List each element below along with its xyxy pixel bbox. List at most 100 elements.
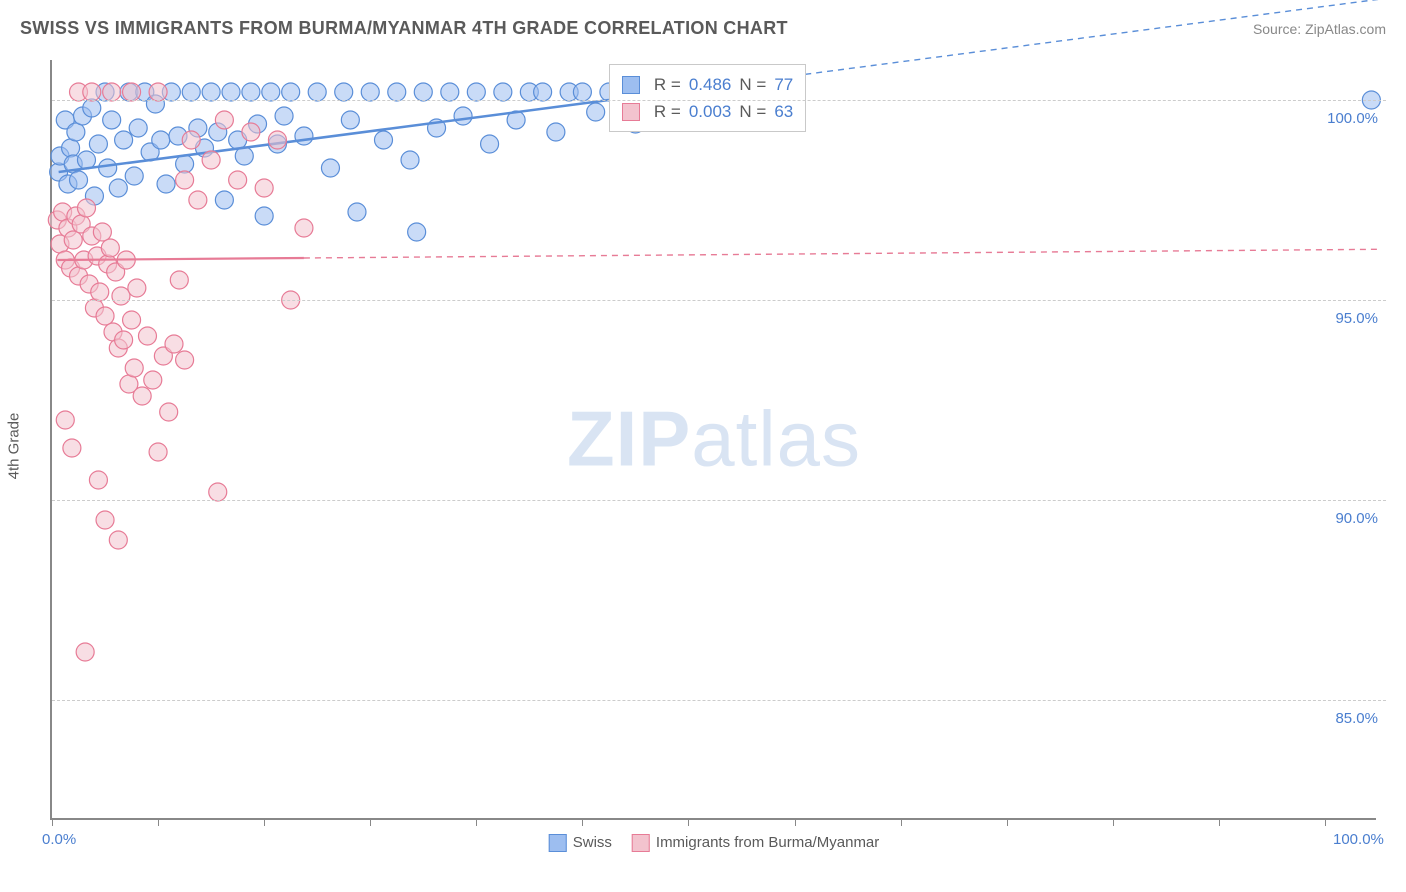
data-point xyxy=(138,327,156,345)
x-tick xyxy=(1113,818,1114,826)
data-point xyxy=(112,287,130,305)
gridline-h xyxy=(52,100,1386,101)
data-point xyxy=(125,167,143,185)
r-label: R = xyxy=(654,98,681,125)
data-point xyxy=(215,111,233,129)
stats-legend-row: R = 0.003 N = 63 xyxy=(622,98,793,125)
data-point xyxy=(182,131,200,149)
data-point xyxy=(91,283,109,301)
data-point xyxy=(89,471,107,489)
x-tick-label: 100.0% xyxy=(1333,831,1384,848)
legend-swatch xyxy=(622,76,640,94)
data-point xyxy=(242,83,260,101)
data-point xyxy=(64,231,82,249)
data-point xyxy=(401,151,419,169)
data-point xyxy=(481,135,499,153)
x-tick xyxy=(158,818,159,826)
legend-label: Swiss xyxy=(573,834,612,851)
x-tick xyxy=(52,818,53,826)
data-point xyxy=(182,83,200,101)
x-tick xyxy=(370,818,371,826)
gridline-h xyxy=(52,500,1386,501)
legend-swatch xyxy=(632,834,650,852)
data-point xyxy=(375,131,393,149)
data-point xyxy=(83,99,101,117)
series-legend: Swiss Immigrants from Burma/Myanmar xyxy=(549,834,880,852)
data-point xyxy=(77,199,95,217)
data-point xyxy=(115,131,133,149)
data-point xyxy=(587,103,605,121)
legend-swatch xyxy=(549,834,567,852)
data-point xyxy=(152,131,170,149)
data-point xyxy=(101,239,119,257)
x-tick xyxy=(1219,818,1220,826)
legend-swatch xyxy=(622,103,640,121)
gridline-h xyxy=(52,700,1386,701)
data-point xyxy=(133,387,151,405)
data-point xyxy=(335,83,353,101)
stats-legend-row: R = 0.486 N = 77 xyxy=(622,71,793,98)
data-point xyxy=(76,643,94,661)
data-point xyxy=(202,83,220,101)
data-point xyxy=(103,83,121,101)
data-point xyxy=(414,83,432,101)
data-point xyxy=(441,83,459,101)
legend-label: Immigrants from Burma/Myanmar xyxy=(656,834,879,851)
data-point xyxy=(262,83,280,101)
gridline-h xyxy=(52,300,1386,301)
data-point xyxy=(242,123,260,141)
data-point xyxy=(93,223,111,241)
data-point xyxy=(229,171,247,189)
data-point xyxy=(67,123,85,141)
n-value: 77 xyxy=(774,71,793,98)
data-point xyxy=(176,171,194,189)
data-point xyxy=(282,83,300,101)
data-point xyxy=(70,171,88,189)
data-point xyxy=(547,123,565,141)
y-axis-label: 4th Grade xyxy=(6,413,23,480)
x-tick xyxy=(1325,818,1326,826)
data-point xyxy=(361,83,379,101)
r-label: R = xyxy=(654,71,681,98)
n-value: 63 xyxy=(774,98,793,125)
n-label: N = xyxy=(739,98,766,125)
y-tick-label: 85.0% xyxy=(1335,710,1378,727)
data-point xyxy=(308,83,326,101)
data-point xyxy=(109,179,127,197)
data-point xyxy=(176,351,194,369)
data-point xyxy=(341,111,359,129)
plot-area: ZIPatlas R = 0.486 N = 77R = 0.003 N = 6… xyxy=(50,60,1376,820)
data-point xyxy=(454,107,472,125)
x-tick xyxy=(264,818,265,826)
data-point xyxy=(144,371,162,389)
y-tick-label: 100.0% xyxy=(1327,110,1378,127)
x-tick-label: 0.0% xyxy=(42,831,76,848)
data-point xyxy=(408,223,426,241)
data-point xyxy=(494,83,512,101)
data-point xyxy=(176,155,194,173)
data-point xyxy=(129,119,147,137)
data-point xyxy=(170,271,188,289)
data-point xyxy=(295,219,313,237)
r-value: 0.486 xyxy=(689,71,732,98)
data-point xyxy=(96,307,114,325)
data-point xyxy=(149,83,167,101)
data-point xyxy=(275,107,293,125)
data-point xyxy=(83,83,101,101)
data-point xyxy=(157,175,175,193)
legend-item: Immigrants from Burma/Myanmar xyxy=(632,834,879,852)
r-value: 0.003 xyxy=(689,98,732,125)
data-point xyxy=(109,531,127,549)
data-point xyxy=(115,331,133,349)
data-point xyxy=(573,83,591,101)
n-label: N = xyxy=(739,71,766,98)
data-point xyxy=(123,311,141,329)
trend-line-extrapolated xyxy=(304,249,1378,258)
data-point xyxy=(123,83,141,101)
data-point xyxy=(255,207,273,225)
y-tick-label: 90.0% xyxy=(1335,510,1378,527)
source-attribution: Source: ZipAtlas.com xyxy=(1253,21,1386,37)
data-point xyxy=(62,139,80,157)
chart-title: SWISS VS IMMIGRANTS FROM BURMA/MYANMAR 4… xyxy=(20,18,788,39)
data-point xyxy=(96,511,114,529)
